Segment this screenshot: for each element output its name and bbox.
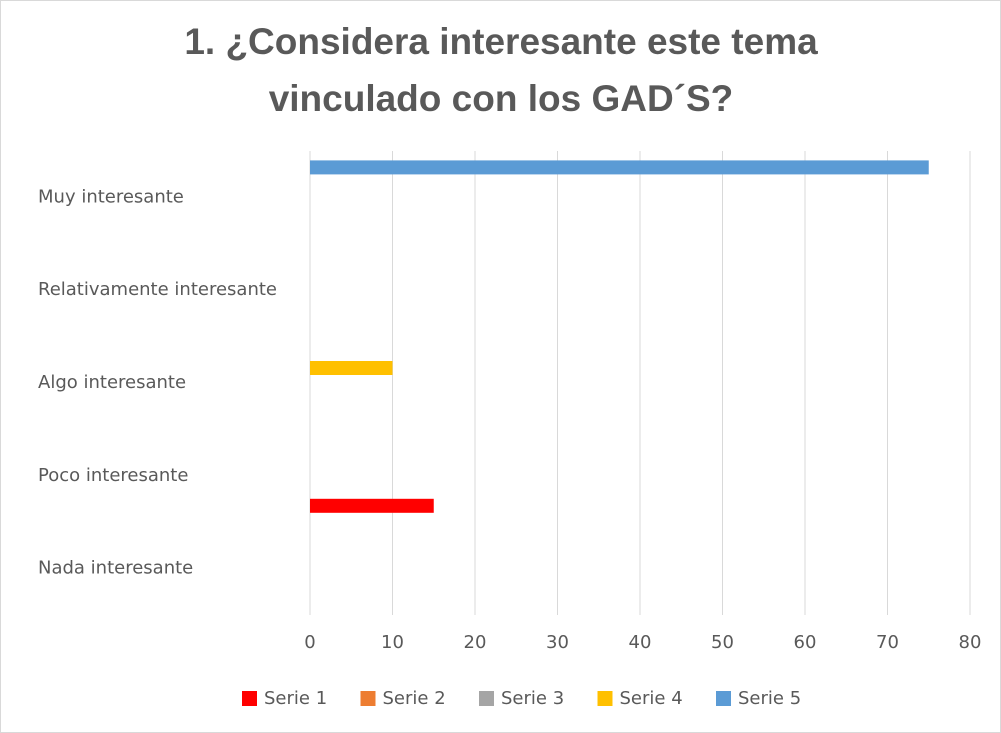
legend-label: Serie 1 [264,688,327,709]
x-tick-label: 20 [464,632,487,653]
y-tick-label: Algo interesante [38,372,186,393]
y-tick-label: Poco interesante [38,465,188,486]
x-tick-label: 50 [711,632,734,653]
legend-label: Serie 4 [620,688,683,709]
x-tick-label: 60 [794,632,817,653]
y-tick-label: Relativamente interesante [38,279,277,300]
y-tick-label: Muy interesante [38,186,184,207]
legend-swatch [360,691,376,706]
chart-title: 1. ¿Considera interesante este tema vinc… [184,21,818,119]
legend-swatch [479,691,494,706]
x-tick-label: 80 [959,632,982,653]
bar [310,498,434,513]
y-tick-label: Nada interesante [38,558,193,579]
bar [310,361,393,375]
x-tick-label: 70 [876,632,899,653]
legend-swatch [597,691,613,706]
legend-label: Serie 2 [383,688,446,709]
legend-swatch [716,691,731,706]
x-tick-label: 40 [629,632,652,653]
x-tick-label: 30 [546,632,569,653]
legend-label: Serie 5 [738,688,801,709]
bar [310,160,929,175]
x-tick-label: 10 [381,632,404,653]
legend-label: Serie 3 [501,688,564,709]
legend-swatch [242,691,257,706]
x-tick-label: 0 [304,632,315,653]
